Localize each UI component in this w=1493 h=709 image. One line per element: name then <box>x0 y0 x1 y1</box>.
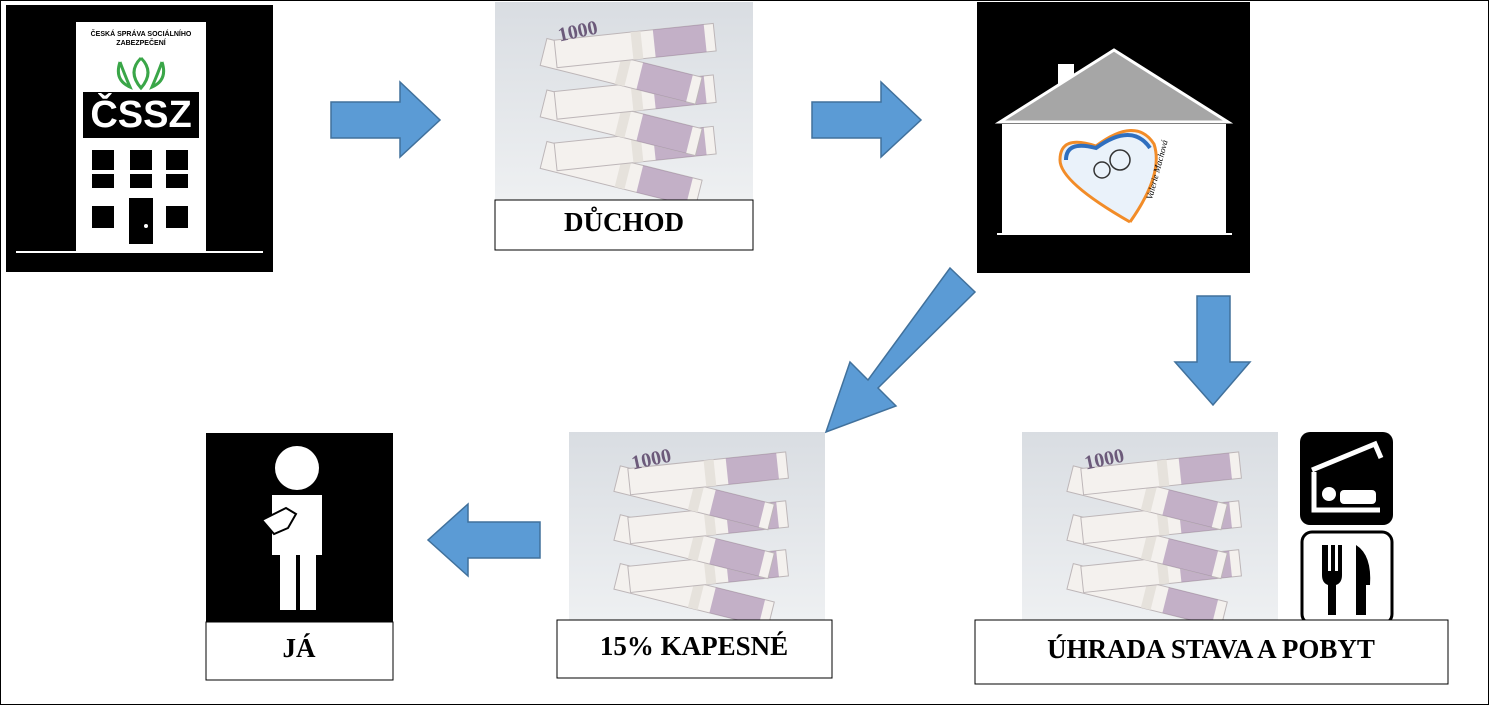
label-box <box>205 621 394 681</box>
meal-icon <box>1300 530 1394 626</box>
cssz-header: ZABEZPEČENÍ <box>116 38 166 47</box>
band <box>687 533 704 562</box>
bundle-stripe <box>1178 452 1232 485</box>
bundle-stripe <box>725 452 779 485</box>
banknote-bundle <box>553 22 717 69</box>
accommodation-icon <box>1300 432 1393 525</box>
band <box>1140 484 1157 513</box>
band <box>1140 582 1157 610</box>
money-stack: 1000 <box>495 2 753 208</box>
band <box>687 582 704 610</box>
payment-label: ÚHRADA STAVA A POBYT <box>1047 634 1375 664</box>
band <box>687 484 704 513</box>
banknote-bundle <box>627 451 789 496</box>
me-label: JÁ <box>283 633 317 663</box>
home-building: Valerie Machová <box>977 2 1250 273</box>
bundle-stripe <box>652 24 707 58</box>
arrow-left <box>426 502 541 578</box>
bundle-stripe <box>1162 538 1219 577</box>
band <box>614 160 632 190</box>
bundle-stripe <box>636 165 693 205</box>
pension-label: DŮCHOD <box>564 206 684 237</box>
label-box <box>494 199 754 251</box>
banknote-bundle <box>1080 451 1242 496</box>
band <box>703 459 717 487</box>
bundle-stripe <box>709 489 766 528</box>
label-box <box>974 619 1449 685</box>
bundle-stripe <box>1162 587 1219 626</box>
band <box>614 57 632 87</box>
money-stack: 1000 <box>1022 432 1278 629</box>
pocket-money-label: 15% KAPESNÉ <box>600 631 788 661</box>
band <box>1140 533 1157 562</box>
arrow-right <box>811 80 923 159</box>
bundle-stripe <box>1162 489 1219 528</box>
cssz-building: ČESKÁ SPRÁVA SOCIÁLNÍHO ZABEZPEČENÍ ČSSZ <box>6 5 273 272</box>
arrow-down <box>1173 295 1252 407</box>
money-stack: 1000 <box>569 432 825 629</box>
person-icon <box>206 433 393 622</box>
arrow-right <box>330 80 442 159</box>
bundle-stripe <box>709 587 766 626</box>
bundle-stripe <box>709 538 766 577</box>
band <box>630 31 644 60</box>
bundle-stripe <box>636 113 693 154</box>
cssz-name: ČSSZ <box>90 91 191 136</box>
band <box>1156 459 1170 487</box>
arrow-down-left <box>824 266 977 434</box>
label-box <box>556 619 833 679</box>
band <box>614 108 632 138</box>
cssz-header: ČESKÁ SPRÁVA SOCIÁLNÍHO <box>91 29 192 38</box>
bundle-stripe <box>636 62 693 102</box>
